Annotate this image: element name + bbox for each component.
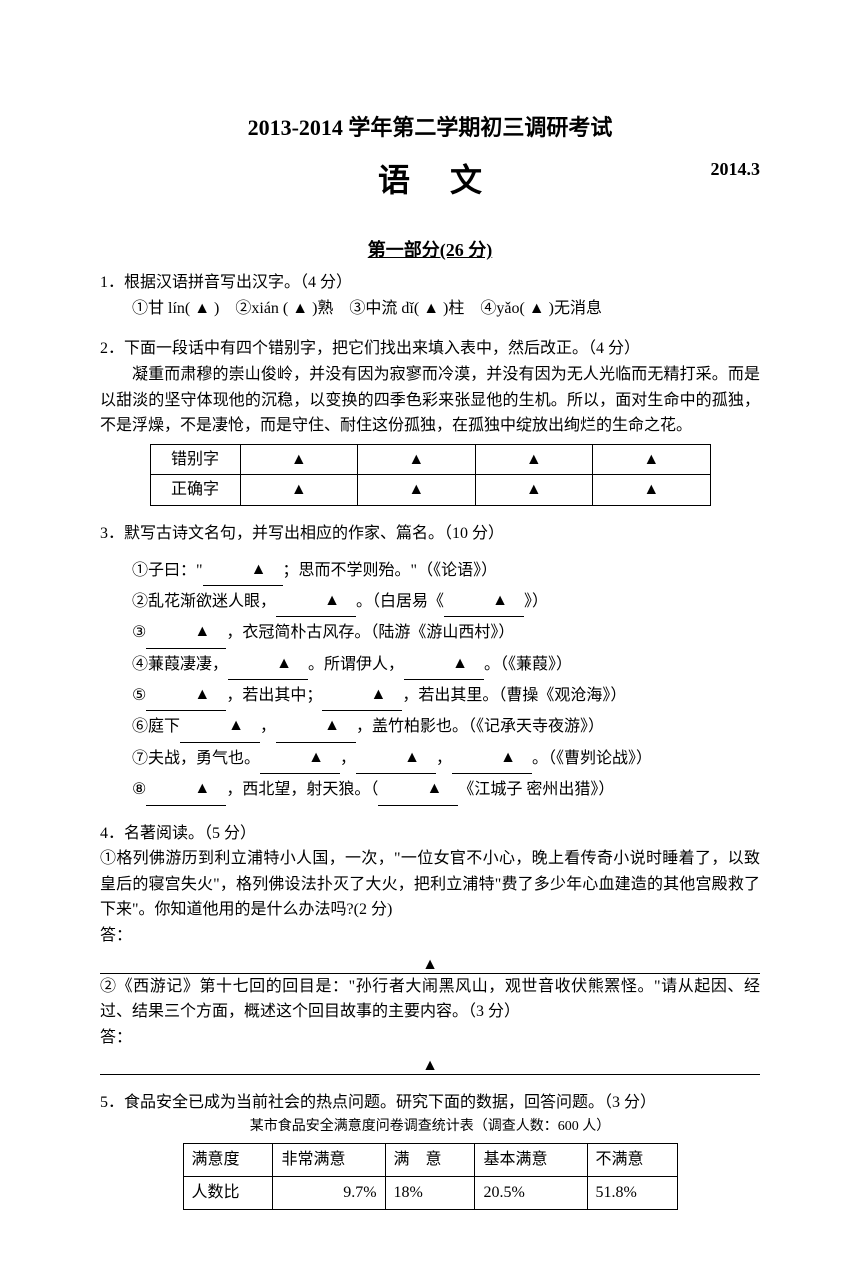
data-cell: 20.5% <box>475 1176 587 1209</box>
table-row: 正确字 ▲ ▲ ▲ ▲ <box>150 475 710 506</box>
question-1: 1．根据汉语拼音写出汉字。（4 分） ①甘 lín( ▲ ) ②xián ( ▲… <box>100 270 760 321</box>
exam-title: 2013-2014 学年第二学期初三调研考试 <box>100 110 760 145</box>
q3-lines: ①子曰："▲；思而不学则殆。"（《论语》） ②乱花渐欲迷人眼，▲。（白居易《▲》… <box>100 555 760 806</box>
blank-cell: ▲ <box>593 475 711 506</box>
q4-prompt: 4．名著阅读。（5 分） <box>100 821 760 847</box>
q1-prompt: 1．根据汉语拼音写出汉字。（4 分） <box>100 270 760 296</box>
answer-blank-line: ▲ <box>100 952 760 974</box>
data-label: 人数比 <box>183 1176 273 1209</box>
blank-cell: ▲ <box>358 444 476 475</box>
blank-cell: ▲ <box>240 444 358 475</box>
header-cell: 非常满意 <box>273 1144 385 1177</box>
q3-prompt: 3．默写古诗文名句，并写出相应的作家、篇名。（10 分） <box>100 521 760 547</box>
data-cell: 9.7% <box>273 1176 385 1209</box>
q1-items: ①甘 lín( ▲ ) ②xián ( ▲ )熟 ③中流 dǐ( ▲ )柱 ④y… <box>100 296 760 322</box>
table-row: 错别字 ▲ ▲ ▲ ▲ <box>150 444 710 475</box>
header-cell: 不满意 <box>587 1144 677 1177</box>
poem-line-3: ③▲，衣冠简朴古风存。（陆游《游山西村》） <box>100 617 760 648</box>
question-5: 5．食品安全已成为当前社会的热点问题。研究下面的数据，回答问题。（3 分） 某市… <box>100 1090 760 1209</box>
q4-answer-1: 答： <box>100 923 760 949</box>
row-label: 错别字 <box>150 444 240 475</box>
poem-line-2: ②乱花渐欲迷人眼，▲。（白居易《▲》） <box>100 586 760 617</box>
blank-cell: ▲ <box>240 475 358 506</box>
error-correction-table: 错别字 ▲ ▲ ▲ ▲ 正确字 ▲ ▲ ▲ ▲ <box>150 444 711 506</box>
blank-cell: ▲ <box>593 444 711 475</box>
poem-line-7: ⑦夫战，勇气也。▲，▲，▲。（《曹刿论战》） <box>100 743 760 774</box>
header-cell: 基本满意 <box>475 1144 587 1177</box>
data-cell: 51.8% <box>587 1176 677 1209</box>
poem-line-8: ⑧▲，西北望，射天狼。（▲《江城子 密州出猎》） <box>100 774 760 805</box>
q4-sub2: ②《西游记》第十七回的回目是："孙行者大闹黑风山，观世音收伏熊罴怪。"请从起因、… <box>100 974 760 1025</box>
table-row: 人数比 9.7% 18% 20.5% 51.8% <box>183 1176 677 1209</box>
subtitle-row: 语文 2014.3 <box>100 155 760 206</box>
blank-cell: ▲ <box>475 475 593 506</box>
header-cell: 满意度 <box>183 1144 273 1177</box>
poem-line-6: ⑥庭下▲，▲，盖竹柏影也。（《记承天寺夜游》） <box>100 711 760 742</box>
section-1-title: 第一部分(26 分) <box>100 236 760 265</box>
q5-caption: 某市食品安全满意度问卷调查统计表（调查人数：600 人） <box>100 1116 760 1138</box>
header-cell: 满 意 <box>385 1144 475 1177</box>
question-3: 3．默写古诗文名句，并写出相应的作家、篇名。（10 分） ①子曰："▲；思而不学… <box>100 521 760 806</box>
survey-table: 满意度 非常满意 满 意 基本满意 不满意 人数比 9.7% 18% 20.5%… <box>183 1143 678 1209</box>
table-row: 满意度 非常满意 满 意 基本满意 不满意 <box>183 1144 677 1177</box>
poem-line-4: ④蒹葭凄凄，▲。所谓伊人，▲。（《蒹葭》） <box>100 649 760 680</box>
question-2: 2．下面一段话中有四个错别字，把它们找出来填入表中，然后改正。（4 分） 凝重而… <box>100 336 760 506</box>
q5-prompt: 5．食品安全已成为当前社会的热点问题。研究下面的数据，回答问题。（3 分） <box>100 1090 760 1116</box>
q4-answer-2: 答： <box>100 1025 760 1051</box>
subject-name: 语文 <box>338 155 522 206</box>
poem-line-5: ⑤▲，若出其中；▲，若出其里。（曹操《观沧海》） <box>100 680 760 711</box>
data-cell: 18% <box>385 1176 475 1209</box>
q2-passage: 凝重而肃穆的崇山俊岭，并没有因为寂寥而冷漠，并没有因为无人光临而无精打采。而是以… <box>100 362 760 439</box>
blank-cell: ▲ <box>475 444 593 475</box>
blank-cell: ▲ <box>358 475 476 506</box>
answer-blank-line: ▲ <box>100 1053 760 1075</box>
exam-date: 2014.3 <box>711 155 761 184</box>
row-label: 正确字 <box>150 475 240 506</box>
question-4: 4．名著阅读。（5 分） ①格列佛游历到利立浦特小人国，一次，"一位女官不小心，… <box>100 821 760 1076</box>
q4-sub1: ①格列佛游历到利立浦特小人国，一次，"一位女官不小心，晚上看传奇小说时睡着了，以… <box>100 846 760 923</box>
poem-line-1: ①子曰："▲；思而不学则殆。"（《论语》） <box>100 555 760 586</box>
q2-prompt: 2．下面一段话中有四个错别字，把它们找出来填入表中，然后改正。（4 分） <box>100 336 760 362</box>
